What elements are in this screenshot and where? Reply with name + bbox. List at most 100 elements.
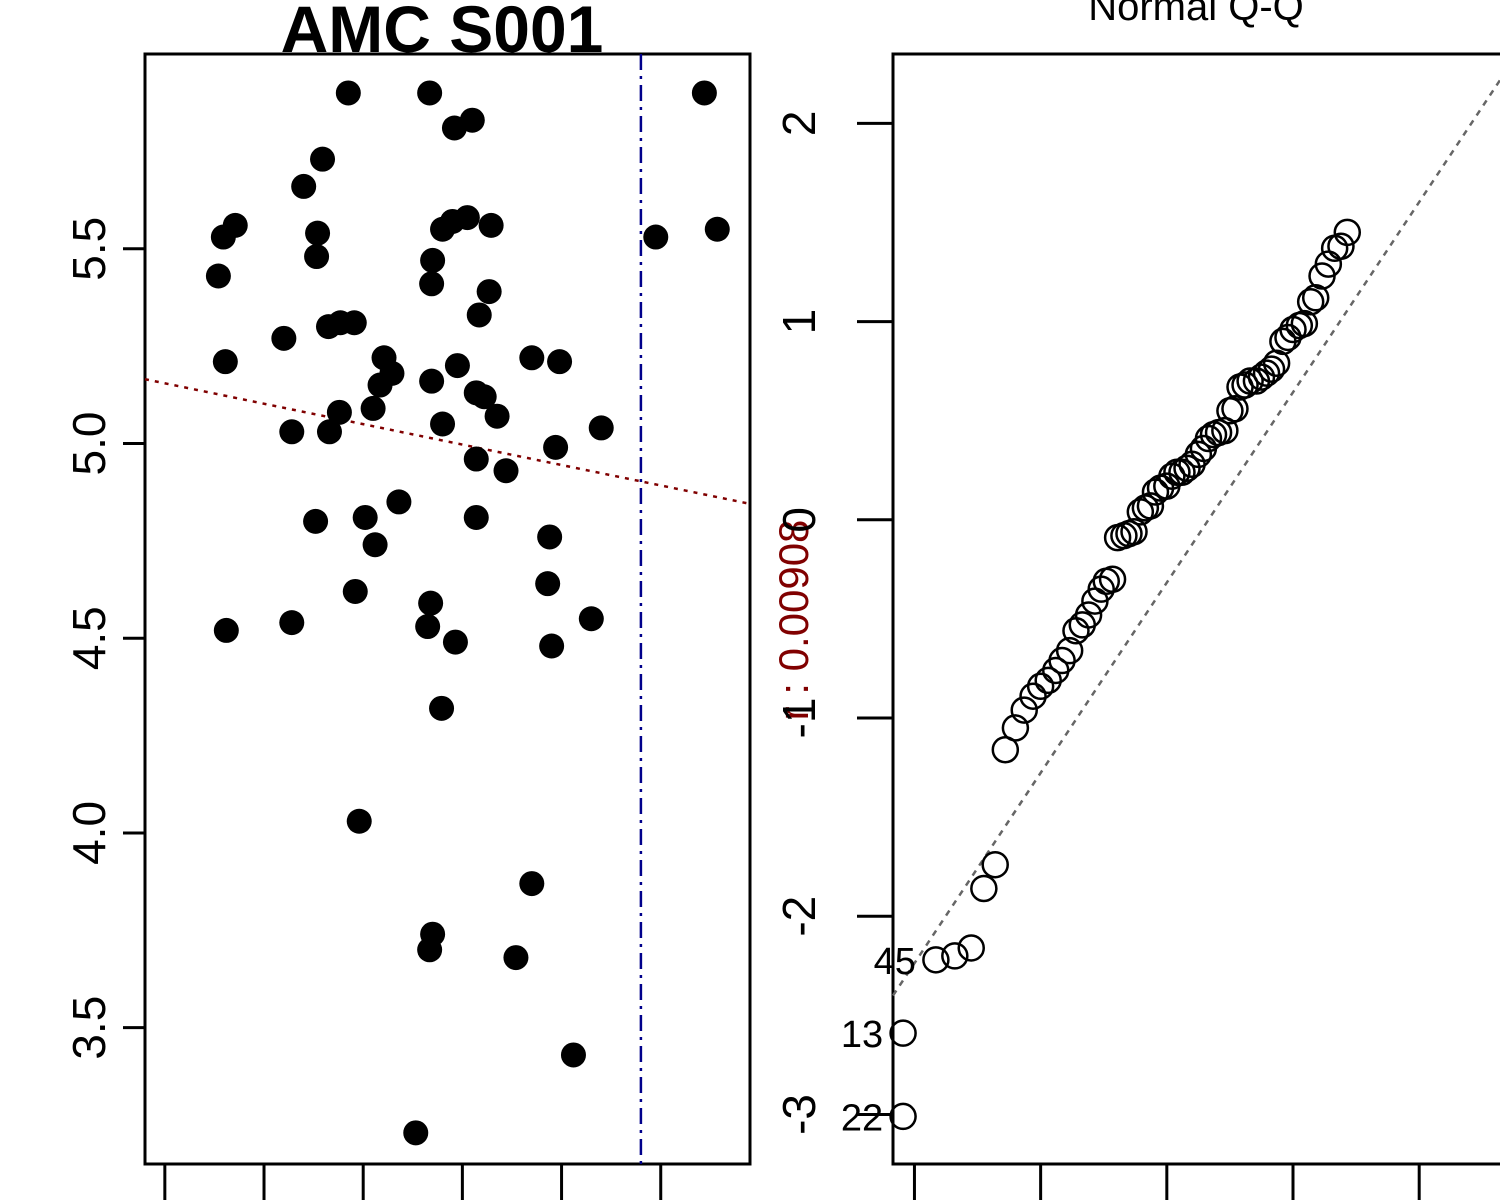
qq-point bbox=[922, 946, 950, 974]
qq-y-axis: -3 -2 -1 0 1 2 bbox=[773, 111, 893, 1135]
qq-point bbox=[1301, 284, 1330, 312]
left-plot-frame bbox=[143, 52, 752, 1166]
qq-point-labels: 22 13 45 bbox=[841, 941, 916, 1140]
scatter-point bbox=[418, 590, 444, 616]
qq-point bbox=[1262, 349, 1291, 377]
scatter-point bbox=[303, 508, 329, 534]
qq-point bbox=[1048, 646, 1076, 675]
qq-point bbox=[1184, 440, 1213, 469]
scatter-point bbox=[212, 349, 238, 375]
left-chart-title: AMC S001 bbox=[281, 0, 604, 66]
left-y-tick-label: 5.5 bbox=[63, 217, 115, 281]
qq-point bbox=[1010, 696, 1038, 724]
qq-x-axis bbox=[912, 1164, 1421, 1200]
scatter-point bbox=[459, 107, 485, 133]
qq-y-tick-label: 0 bbox=[773, 507, 825, 533]
scatter-point bbox=[519, 871, 545, 897]
left-y-tick-label: 3.5 bbox=[63, 996, 115, 1060]
scatter-point bbox=[271, 325, 297, 351]
scatter-point bbox=[537, 524, 563, 550]
scatter-point bbox=[291, 173, 317, 199]
scatter-point bbox=[304, 244, 330, 270]
scatter-point bbox=[493, 458, 519, 484]
scatter-point bbox=[305, 220, 331, 246]
scatter-point bbox=[478, 212, 504, 238]
qq-reference-line bbox=[891, 77, 1500, 997]
scatter-point bbox=[476, 279, 502, 305]
left-reference-lines bbox=[144, 54, 751, 1164]
scatter-point bbox=[535, 571, 561, 597]
qq-point bbox=[1001, 714, 1030, 742]
qq-point bbox=[1019, 682, 1047, 710]
scatter-point bbox=[346, 808, 372, 834]
qq-point bbox=[1257, 355, 1286, 383]
qq-point bbox=[1231, 371, 1259, 399]
scatter-point bbox=[279, 610, 305, 636]
qq-point bbox=[941, 942, 969, 970]
left-data-points bbox=[205, 80, 730, 1146]
qq-y-tick-label: 1 bbox=[773, 309, 825, 335]
amc-scatter-panel: AMC S001 3.5 4.0 4.5 5.0 5.5 r : 0.00908 bbox=[63, 0, 817, 1200]
scatter-point bbox=[415, 614, 441, 640]
scatter-point bbox=[367, 372, 393, 398]
qq-reference-line-group bbox=[891, 77, 1500, 997]
left-y-tick-label: 5.0 bbox=[63, 411, 115, 475]
qq-chart-title: Normal Q-Q bbox=[1088, 0, 1304, 29]
qq-point bbox=[1034, 666, 1062, 695]
left-y-tick-label: 4.0 bbox=[63, 801, 115, 865]
qq-point bbox=[1074, 601, 1103, 629]
qq-point bbox=[889, 1019, 917, 1047]
qq-point bbox=[1168, 458, 1196, 486]
correlation-annotation: r : 0.00908 bbox=[770, 520, 817, 721]
qq-y-tick-label: 2 bbox=[773, 111, 825, 137]
scatter-point bbox=[341, 310, 367, 336]
scatter-point bbox=[560, 1042, 586, 1068]
qq-data-points bbox=[889, 218, 1362, 1131]
left-y-tick-label: 4.5 bbox=[63, 606, 115, 670]
left-y-axis: 3.5 4.0 4.5 5.0 5.5 bbox=[63, 217, 145, 1060]
qq-point-label: 45 bbox=[874, 941, 916, 983]
scatter-point bbox=[360, 395, 386, 421]
left-x-axis bbox=[163, 1164, 663, 1200]
qq-point bbox=[1290, 309, 1319, 338]
scatter-point bbox=[316, 419, 342, 445]
qq-point bbox=[1055, 636, 1084, 665]
scatter-point bbox=[429, 695, 455, 721]
qq-plot-panel: Normal Q-Q -3 -2 -1 0 1 2 22 13 45 bbox=[773, 0, 1500, 1200]
qq-point bbox=[1026, 672, 1055, 701]
scatter-point bbox=[519, 345, 545, 371]
qq-point bbox=[981, 850, 1009, 879]
scatter-point bbox=[704, 216, 730, 242]
scatter-point bbox=[310, 146, 336, 172]
scatter-point bbox=[335, 80, 361, 106]
qq-y-tick-label: -2 bbox=[773, 896, 825, 937]
scatter-point bbox=[471, 384, 497, 410]
scatter-point bbox=[279, 419, 305, 445]
scatter-point bbox=[342, 578, 368, 604]
qq-y-tick-label: -3 bbox=[773, 1094, 825, 1135]
qq-point bbox=[957, 934, 985, 962]
scatter-point bbox=[484, 403, 510, 429]
scatter-point bbox=[539, 633, 565, 659]
scatter-point bbox=[543, 434, 569, 460]
scatter-point bbox=[403, 1120, 429, 1146]
qq-point bbox=[970, 874, 998, 903]
qq-point bbox=[1296, 288, 1325, 316]
scatter-point bbox=[442, 629, 468, 655]
scatter-point bbox=[444, 353, 470, 379]
scatter-point bbox=[417, 937, 443, 963]
scatter-point bbox=[503, 945, 529, 971]
qq-point bbox=[1120, 517, 1148, 546]
qq-point bbox=[1327, 232, 1355, 261]
scatter-point bbox=[578, 606, 604, 632]
scatter-point bbox=[547, 349, 573, 375]
regression-line bbox=[144, 377, 751, 506]
qq-point bbox=[1098, 565, 1127, 594]
scatter-point bbox=[463, 446, 489, 472]
qq-point bbox=[1236, 367, 1264, 395]
scatter-point bbox=[205, 263, 231, 289]
scatter-point bbox=[362, 532, 388, 558]
scatter-point bbox=[213, 617, 239, 643]
scatter-point bbox=[222, 212, 248, 238]
scatter-point bbox=[420, 247, 446, 273]
